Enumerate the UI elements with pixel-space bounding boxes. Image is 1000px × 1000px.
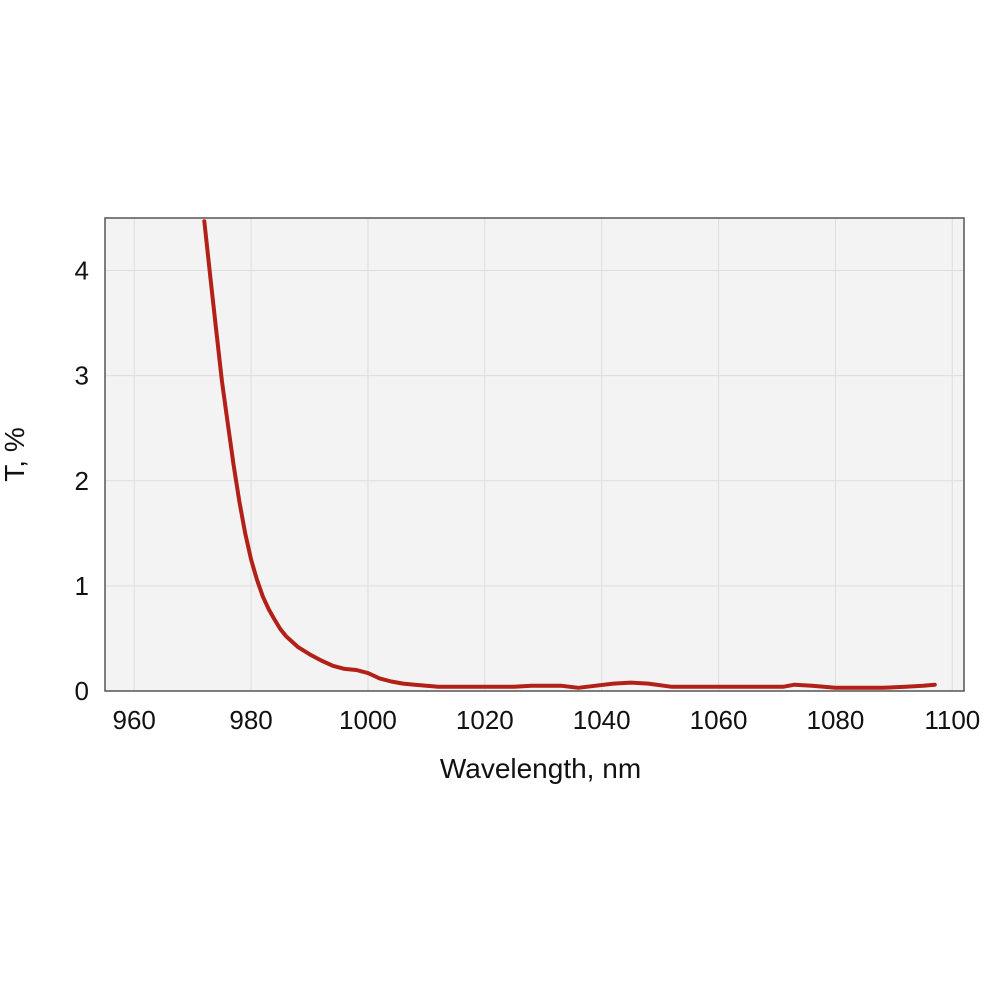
x-axis: 960 980 1000 1020 1040 1060 1080 1100: [113, 705, 981, 735]
grid: [105, 218, 964, 691]
series-line: [202, 219, 937, 690]
y-tick-label: 1: [75, 571, 89, 601]
y-tick-label: 2: [75, 466, 89, 496]
x-tick-label: 1060: [690, 705, 748, 735]
x-tick-label: 1020: [456, 705, 514, 735]
x-tick-label: 1040: [573, 705, 631, 735]
x-tick-label: 1080: [807, 705, 865, 735]
x-tick-label: 980: [229, 705, 272, 735]
y-tick-label: 3: [75, 361, 89, 391]
plot-frame: [104, 217, 965, 692]
y-tick-label: 0: [75, 676, 89, 706]
x-tick-label: 1000: [339, 705, 397, 735]
y-axis-label: T, %: [0, 427, 30, 481]
x-axis-label: Wavelength, nm: [440, 753, 641, 784]
y-tick-label: 4: [75, 256, 89, 286]
x-tick-label: 960: [113, 705, 156, 735]
plot-area: [105, 218, 964, 691]
x-tick-label: 1100: [924, 705, 980, 735]
y-axis: 0 1 2 3 4: [75, 256, 89, 706]
